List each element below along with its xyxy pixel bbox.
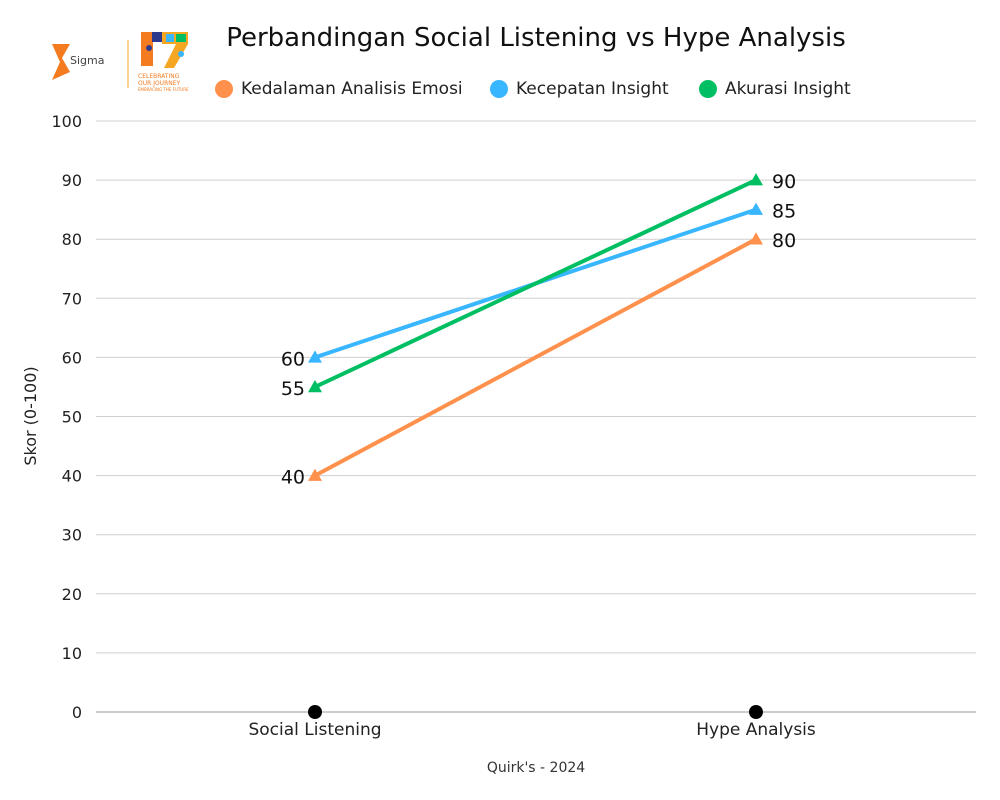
data-point	[749, 202, 763, 215]
legend-item: Kecepatan Insight	[490, 79, 669, 99]
x-category-label: Social Listening	[248, 720, 381, 740]
data-label: 60	[281, 348, 305, 370]
logo-tagline-2: OUR JOURNEY	[138, 80, 181, 87]
legend-item: Akurasi Insight	[699, 79, 851, 99]
y-tick-label: 20	[62, 585, 82, 604]
series-line	[313, 237, 758, 478]
legend-item: Kedalaman Analisis Emosi	[215, 79, 463, 99]
category-marker	[749, 705, 763, 719]
data-label: 90	[772, 171, 796, 193]
x-category-label: Hype Analysis	[696, 720, 816, 740]
y-tick-label: 10	[62, 644, 82, 663]
data-point	[308, 350, 322, 363]
y-tick-label: 30	[62, 526, 82, 545]
legend: Kedalaman Analisis Emosi Kecepatan Insigh…	[215, 79, 851, 99]
x-axis: Social Listening Hype Analysis	[248, 705, 816, 740]
legend-label: Kecepatan Insight	[516, 79, 669, 99]
anniversary-17-icon	[141, 32, 188, 68]
y-tick-label: 70	[62, 289, 82, 308]
legend-swatch	[490, 80, 508, 98]
series-group: 40 80 60 85 55 90	[281, 171, 796, 489]
y-tick-label: 50	[62, 408, 82, 427]
sigma-logo-icon	[52, 44, 70, 80]
logo-brand: Sigma	[70, 54, 104, 67]
series-0: 40 80	[281, 230, 796, 488]
y-axis-label: Skor (0-100)	[21, 366, 40, 465]
legend-swatch	[699, 80, 717, 98]
data-point	[308, 468, 322, 481]
data-label: 40	[281, 467, 305, 489]
legend-label: Akurasi Insight	[725, 79, 851, 99]
series-line	[313, 178, 758, 389]
series-1: 60 85	[281, 201, 796, 371]
sigma-logo: Sigma CELEBRATING OUR JOURNEY EMBRACING …	[52, 32, 189, 92]
data-point	[308, 379, 322, 393]
data-point	[749, 232, 763, 245]
legend-swatch	[215, 80, 233, 98]
y-tick-label: 0	[72, 703, 82, 722]
chart-title: Perbandingan Social Listening vs Hype An…	[226, 23, 846, 53]
data-label: 85	[772, 201, 796, 223]
y-tick-label: 90	[62, 171, 82, 190]
y-grid	[96, 120, 976, 713]
data-label: 80	[772, 230, 796, 252]
y-tick-label: 60	[62, 348, 82, 367]
y-tick-label: 40	[62, 467, 82, 486]
y-tick-label: 80	[62, 230, 82, 249]
legend-label: Kedalaman Analisis Emosi	[241, 79, 463, 99]
series-2: 55 90	[281, 171, 796, 400]
category-marker	[308, 705, 322, 719]
y-tick-label: 100	[51, 112, 82, 131]
data-label: 55	[281, 378, 305, 400]
logo-tagline-1: CELEBRATING	[138, 73, 180, 80]
source-note: Quirk's - 2024	[487, 760, 585, 776]
data-point	[749, 173, 763, 186]
logo-tagline-3: EMBRACING THE FUTURE	[138, 87, 189, 92]
y-axis: 0 10 20 30 40 50 60 70 80 90 100	[51, 112, 82, 722]
